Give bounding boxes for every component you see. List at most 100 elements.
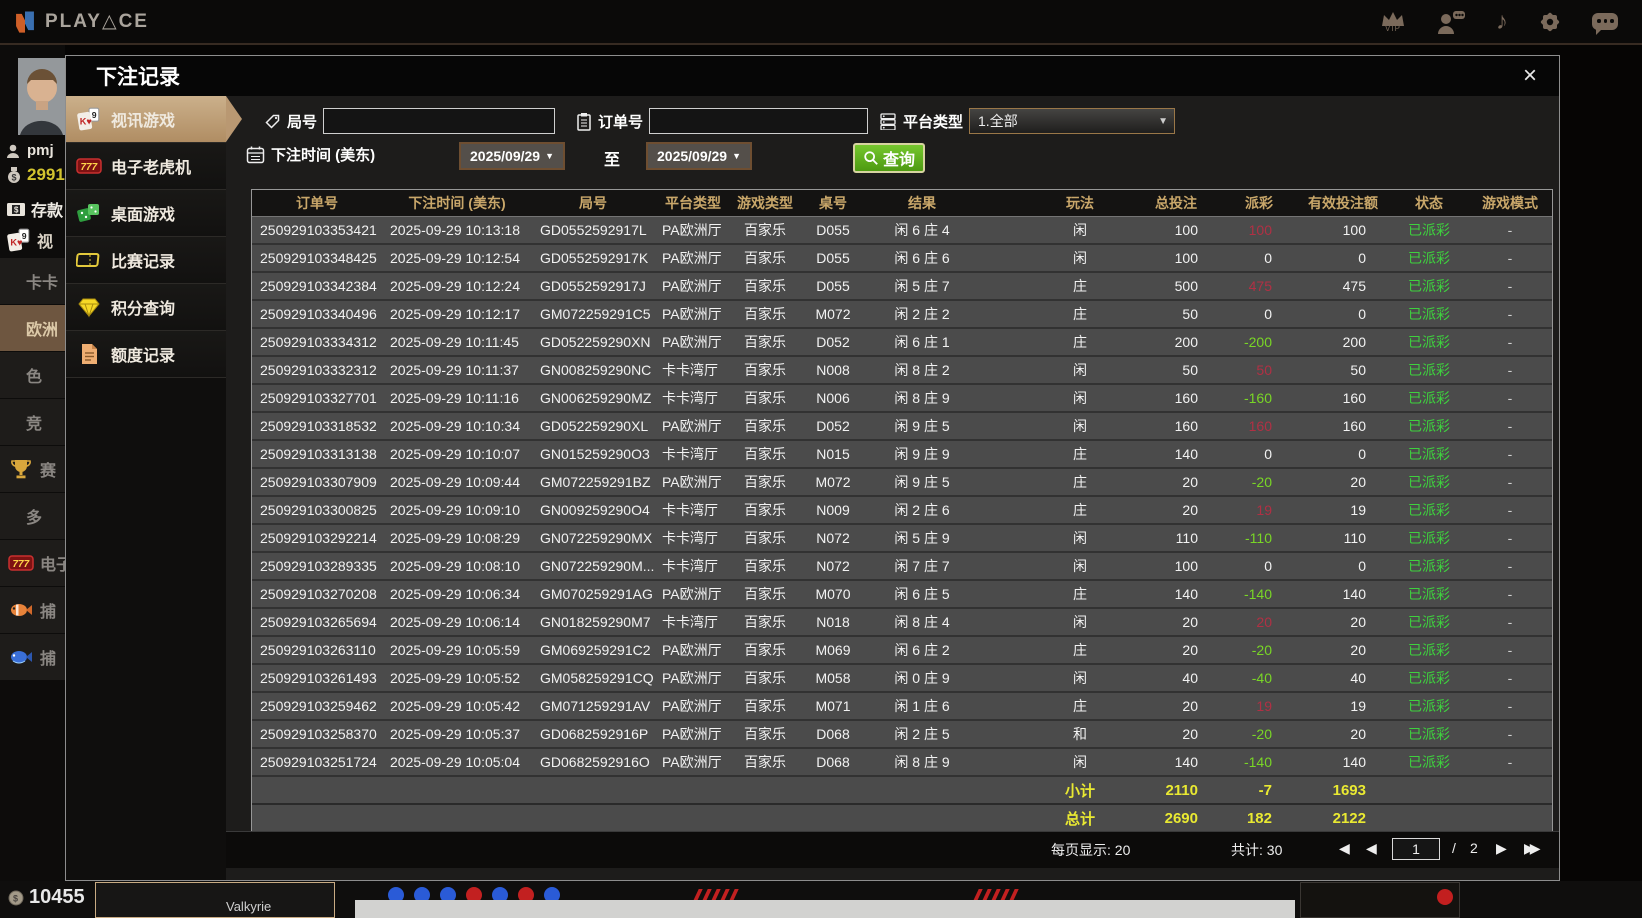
header-result: 结果 — [908, 195, 936, 211]
lobby-tab-jing[interactable]: 竞 — [0, 399, 65, 445]
settings-gear-icon[interactable] — [1538, 10, 1562, 34]
deposit-button[interactable]: $ 存款 — [6, 197, 63, 221]
page-input[interactable]: 1 — [1392, 838, 1440, 860]
round-input[interactable] — [323, 108, 556, 134]
cell-status: 已派彩 — [1408, 446, 1450, 462]
roadmap-dots — [388, 887, 560, 903]
cell-valid-bet: 0 — [1358, 306, 1366, 322]
prev-page-icon[interactable]: ◀ — [1366, 840, 1377, 856]
header-payout: 派彩 — [1245, 195, 1273, 211]
next-page-icon[interactable]: ▶ — [1496, 840, 1507, 856]
sidebar-item-label: 电子老虎机 — [111, 160, 192, 177]
cell-platform: PA欧洲厅 — [662, 726, 722, 742]
lobby-tab-dianzi[interactable]: 777 电子 — [0, 540, 65, 586]
subtotal-total-bet: 2110 — [1165, 781, 1198, 799]
cell-status: 已派彩 — [1408, 474, 1450, 490]
cell-result: 闲 6 庄 2 — [894, 642, 950, 658]
cell-round: GM070259291AG — [540, 586, 653, 602]
cell-round: GD0682592916O — [540, 754, 650, 770]
cell-total-bet: 20 — [1182, 642, 1198, 658]
sidebar-item-video-games[interactable]: 9 K♥ 视讯游戏 — [66, 96, 226, 143]
date-from-picker[interactable]: 2025/09/29 ▼ — [459, 142, 565, 170]
cell-payout: 0 — [1264, 558, 1272, 574]
cell-total-bet: 500 — [1174, 278, 1198, 294]
cell-game-mode: - — [1507, 642, 1513, 658]
sidebar-item-match-records[interactable]: 比赛记录 — [66, 237, 226, 284]
game-tile[interactable]: Valkyrie — [95, 882, 335, 918]
sidebar-item-quota-records[interactable]: 额度记录 — [66, 331, 226, 378]
cell-valid-bet: 0 — [1358, 446, 1366, 462]
cell-game-type: 百家乐 — [744, 754, 786, 770]
lobby-tab-label: 捕 — [40, 651, 57, 668]
header-bet-time: 下注时间 (美东) — [408, 195, 506, 211]
sidebar-item-label: 视讯游戏 — [111, 113, 176, 130]
cell-order: 250929103261493 — [260, 670, 377, 686]
pagination-bar: 每页显示: 20 共计: 30 ◀ ◀ 1 / 2 ▶ ▶▶ — [226, 831, 1559, 868]
cell-game-mode: - — [1507, 222, 1513, 238]
cell-result: 闲 8 庄 9 — [894, 390, 950, 406]
cell-round: GN009259290O4 — [540, 502, 650, 518]
cell-total-bet: 110 — [1175, 530, 1198, 546]
cell-total-bet: 20 — [1182, 614, 1198, 630]
cell-result: 闲 8 庄 9 — [894, 754, 950, 770]
avatar[interactable] — [18, 58, 65, 135]
sidebar-item-label: 桌面游戏 — [111, 207, 176, 224]
cell-game-mode: - — [1507, 278, 1513, 294]
cell-bet-time: 2025-09-29 10:10:34 — [390, 418, 520, 434]
cell-platform: PA欧洲厅 — [662, 222, 722, 238]
cell-valid-bet: 0 — [1358, 558, 1366, 574]
order-input[interactable] — [649, 108, 869, 134]
last-page-icon[interactable]: ▶▶ — [1524, 840, 1540, 856]
cell-game-mode: - — [1507, 614, 1513, 630]
fish-orange-icon — [8, 599, 34, 621]
lobby-tab-kaka[interactable]: 卡卡 — [0, 258, 65, 304]
cell-platform: PA欧洲厅 — [662, 698, 722, 714]
cell-valid-bet: 20 — [1350, 642, 1366, 658]
calendar-icon — [246, 146, 265, 164]
lobby-tab-duo[interactable]: 多 — [0, 493, 65, 539]
total-pages: 2 — [1470, 840, 1478, 856]
cell-status: 已派彩 — [1408, 390, 1450, 406]
cell-game-type: 百家乐 — [744, 418, 786, 434]
cell-round: GM071259291AV — [540, 698, 651, 714]
sidebar-item-points-query[interactable]: 积分查询 — [66, 284, 226, 331]
svg-text:$: $ — [14, 205, 19, 214]
date-to-picker[interactable]: 2025/09/29 ▼ — [646, 142, 752, 170]
cell-game-type: 百家乐 — [744, 250, 786, 266]
lobby-tab-buyu-2[interactable]: 捕 — [0, 634, 65, 680]
cell-game-mode: - — [1507, 306, 1513, 322]
video-games-nav[interactable]: 9 K♥ 视 — [6, 227, 53, 253]
cell-bet-time: 2025-09-29 10:11:45 — [390, 334, 519, 350]
table-row: 250929103307909 2025-09-29 10:09:44 GM0722… — [252, 469, 1552, 497]
cell-total-bet: 50 — [1182, 306, 1198, 322]
lobby-tab-sai[interactable]: 赛 — [0, 446, 65, 492]
sidebar-item-slots[interactable]: 777 电子老虎机 — [66, 143, 226, 190]
lobby-tab-buyu-1[interactable]: 捕 — [0, 587, 65, 633]
cell-total-bet: 20 — [1182, 726, 1198, 742]
chat-icon[interactable] — [1592, 13, 1618, 35]
cell-total-bet: 100 — [1174, 222, 1198, 238]
svg-text:777: 777 — [81, 162, 98, 173]
game-tile[interactable] — [1300, 882, 1460, 918]
chevron-down-icon: ▼ — [1158, 115, 1169, 127]
platform-select[interactable]: 1.全部 ▼ — [969, 108, 1176, 134]
cell-total-bet: 160 — [1174, 390, 1198, 406]
vip-icon[interactable]: VIP — [1380, 11, 1406, 33]
music-icon[interactable]: ♪ — [1496, 7, 1508, 35]
cell-platform: PA欧洲厅 — [662, 278, 722, 294]
cell-platform: PA欧洲厅 — [662, 586, 722, 602]
cell-valid-bet: 20 — [1350, 474, 1366, 490]
first-page-icon[interactable]: ◀ — [1339, 840, 1350, 856]
top-bar: PLAY△CE VIP ♪ — [0, 0, 1642, 45]
lobby-tab-europe[interactable]: 欧洲 — [0, 305, 65, 351]
lobby-tab-se[interactable]: 色 — [0, 352, 65, 398]
cell-platform: PA欧洲厅 — [662, 250, 722, 266]
cell-valid-bet: 200 — [1342, 334, 1366, 350]
table-row: 250929103259462 2025-09-29 10:05:42 GM0712… — [252, 693, 1552, 721]
cell-payout: 50 — [1256, 362, 1272, 378]
cell-game-mode: - — [1507, 530, 1513, 546]
customer-service-icon[interactable] — [1436, 10, 1466, 34]
search-button[interactable]: 查询 — [853, 143, 925, 173]
sidebar-item-table-games[interactable]: 桌面游戏 — [66, 190, 226, 237]
close-icon[interactable]: × — [1522, 62, 1537, 89]
